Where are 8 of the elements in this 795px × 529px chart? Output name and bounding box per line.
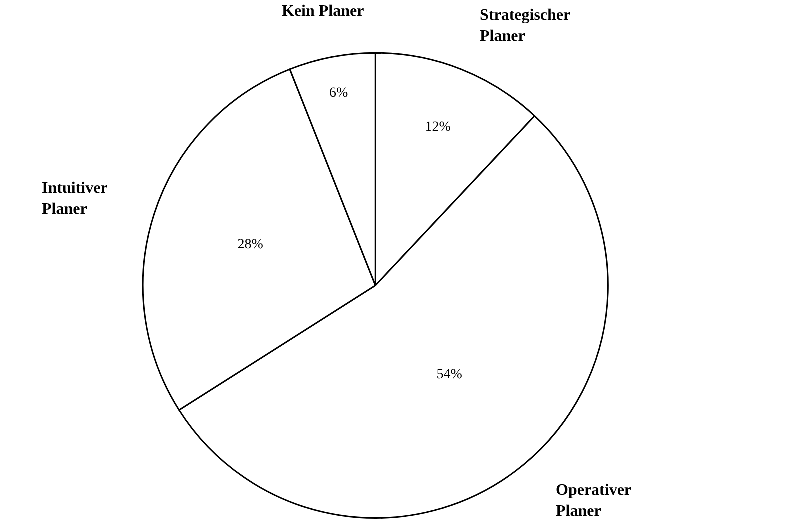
data-label: 28% [238, 238, 264, 253]
slice-label: Operativer Planer [556, 482, 632, 520]
data-label: 12% [425, 120, 452, 136]
data-label: 54% [436, 368, 463, 383]
slice-label: Intuitiver Planer [42, 180, 108, 218]
data-label: 6% [329, 86, 348, 101]
slice-label: Kein Planer [282, 3, 364, 20]
slice-label: Strategischer Planer [480, 7, 571, 45]
